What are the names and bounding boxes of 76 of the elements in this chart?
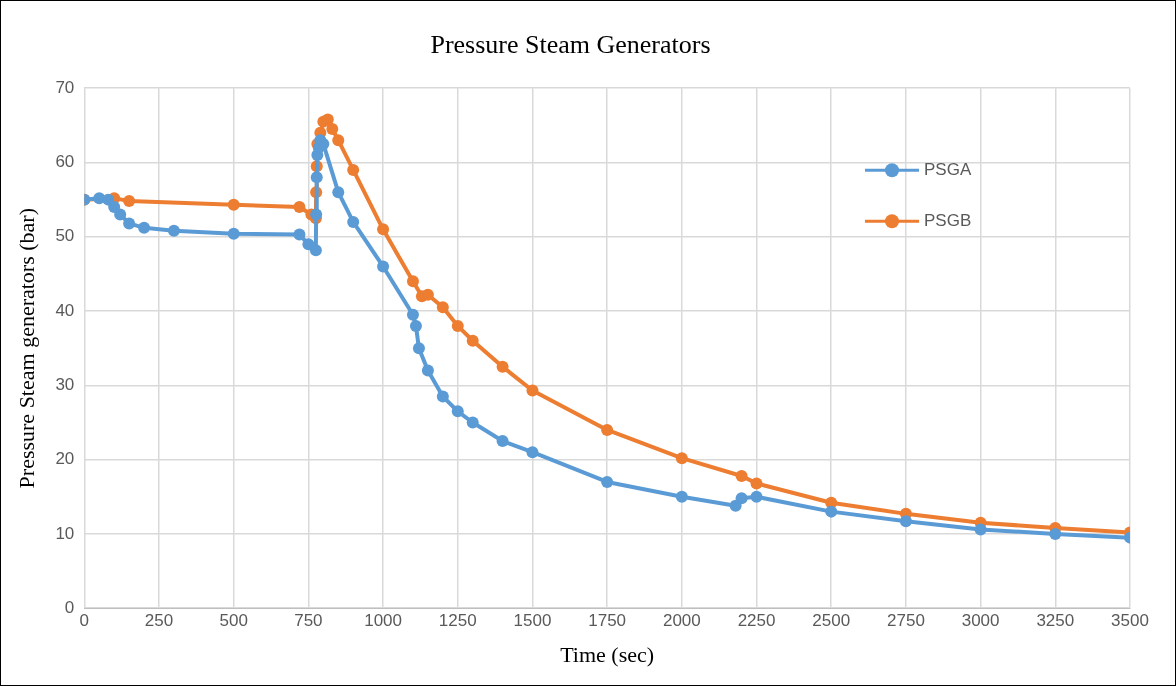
y-tick-label: 10 — [55, 523, 75, 543]
y-tick-label: 60 — [55, 152, 75, 172]
point — [675, 490, 688, 503]
point — [825, 505, 838, 518]
x-tick-label: 500 — [219, 611, 248, 631]
point — [326, 123, 339, 136]
point — [377, 223, 390, 236]
point — [293, 201, 306, 214]
point — [167, 224, 180, 237]
point — [735, 469, 748, 482]
point — [451, 319, 464, 332]
point — [421, 364, 434, 377]
point — [321, 113, 334, 126]
point — [310, 208, 323, 221]
point — [227, 227, 240, 240]
y-tick-label: 0 — [64, 597, 75, 617]
point — [466, 416, 479, 429]
x-tick-label: 0 — [79, 611, 90, 631]
y-tick-label: 30 — [55, 375, 75, 395]
point — [332, 134, 345, 147]
x-tick-label: 2500 — [812, 611, 851, 631]
chart-title: Pressure Steam Generators — [430, 30, 711, 60]
point — [496, 360, 509, 373]
point — [496, 435, 509, 448]
x-tick-label: 1750 — [588, 611, 627, 631]
point — [526, 384, 539, 397]
legend-label: PSGA — [924, 159, 972, 179]
x-tick-label: 1250 — [438, 611, 477, 631]
point — [409, 319, 422, 332]
point — [750, 477, 763, 490]
x-tick-label: 1000 — [364, 611, 402, 631]
point — [974, 523, 987, 536]
point — [1049, 527, 1062, 540]
point — [138, 221, 151, 234]
point — [750, 490, 763, 503]
point — [526, 446, 539, 459]
point — [436, 390, 449, 403]
x-tick-label: 750 — [294, 611, 323, 631]
x-tick-label: 2000 — [662, 611, 701, 631]
point — [601, 423, 614, 436]
x-axis-title: Time (sec) — [560, 641, 655, 667]
point — [377, 260, 390, 273]
legend-label: PSGB — [924, 210, 972, 230]
x-tick-label: 3500 — [1111, 611, 1149, 631]
point — [412, 342, 425, 355]
x-tick-label: 2750 — [887, 611, 925, 631]
point — [347, 163, 360, 176]
y-tick-label: 50 — [55, 226, 75, 246]
point — [293, 228, 306, 241]
x-tick-label: 3250 — [1036, 611, 1075, 631]
x-tick-label: 3000 — [961, 611, 1000, 631]
point — [436, 301, 449, 314]
point — [227, 198, 240, 211]
point — [735, 492, 748, 505]
point — [466, 334, 479, 347]
point — [309, 244, 322, 257]
y-tick-label: 20 — [55, 449, 75, 469]
point — [406, 308, 419, 321]
point — [675, 452, 688, 465]
y-tick-label: 40 — [55, 300, 75, 320]
point — [123, 195, 136, 208]
point — [406, 275, 419, 288]
y-tick-label: 70 — [55, 77, 75, 97]
x-tick-label: 1500 — [513, 611, 552, 631]
x-tick-label: 250 — [144, 611, 174, 631]
y-axis-title: Pressure Steam generators (bar) — [13, 208, 39, 489]
point — [114, 208, 127, 221]
point — [601, 475, 614, 488]
point — [310, 171, 323, 184]
point — [899, 515, 912, 528]
point — [347, 215, 360, 228]
x-tick-label: 2250 — [737, 611, 776, 631]
point — [123, 217, 136, 230]
point — [332, 186, 345, 199]
point — [451, 405, 464, 418]
point — [108, 201, 121, 214]
